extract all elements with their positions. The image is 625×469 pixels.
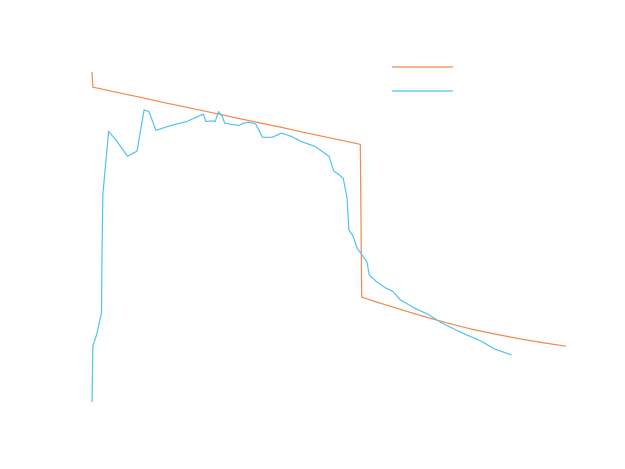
series-line-2 (91, 109, 512, 403)
legend (392, 66, 453, 92)
plot-area (91, 71, 567, 403)
series-line-1 (91, 71, 567, 347)
